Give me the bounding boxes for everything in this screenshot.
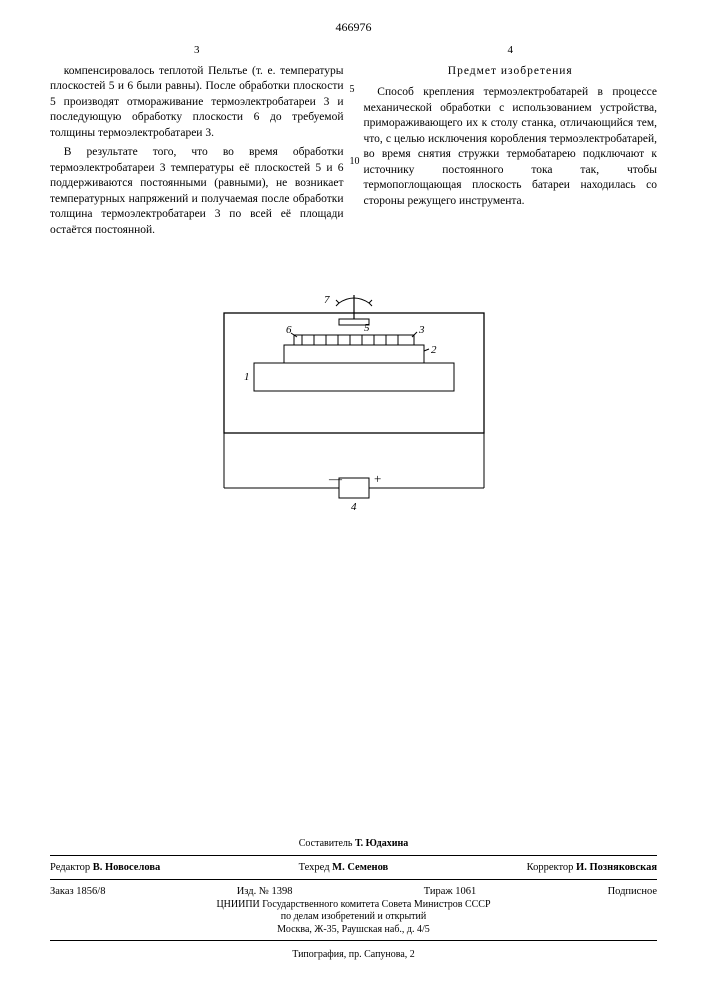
column-left: 3 компенсировалось теплотой Пельтье (т. …: [50, 43, 344, 243]
left-para-2: В результате того, что во время обработк…: [50, 145, 344, 238]
label-7: 7: [324, 294, 330, 306]
col-left-num: 3: [50, 43, 344, 58]
polarity-plus: +: [374, 471, 381, 486]
part-1: [254, 363, 454, 391]
left-para-1: компенсировалось теплотой Пельтье (т. е.…: [50, 64, 344, 142]
label-4: 4: [351, 501, 357, 513]
subject-title: Предмет изобретения: [364, 64, 658, 80]
line-number-marks: 5 10: [350, 43, 360, 168]
schematic-svg: 1 2 3 4 5 6 7 — +: [184, 283, 524, 513]
polarity-minus: —: [328, 471, 343, 486]
label-2: 2: [431, 344, 437, 356]
label-1: 1: [244, 371, 250, 383]
patent-number: 466976: [50, 20, 657, 35]
col-right-num: 4: [364, 43, 658, 58]
line-mark-10: 10: [350, 155, 360, 169]
text-columns: 3 компенсировалось теплотой Пельтье (т. …: [50, 43, 657, 243]
part-4: [339, 478, 369, 498]
address-line: Москва, Ж-35, Раушская наб., д. 4/5: [50, 924, 657, 937]
line-mark-5: 5: [350, 83, 360, 97]
label-5: 5: [364, 322, 370, 334]
column-right: 4 5 10 Предмет изобретения Способ крепле…: [364, 43, 658, 243]
part-2: [284, 345, 424, 363]
right-para: Способ крепления термоэлектробатарей в п…: [364, 85, 658, 209]
credits-row: Редактор В. Новоселова Техред М. Семенов…: [50, 860, 657, 875]
label-3: 3: [418, 324, 425, 336]
org-line-2: по делам изобретений и открытий: [50, 911, 657, 924]
part-3: [294, 335, 414, 345]
label-6: 6: [286, 324, 292, 336]
typography-line: Типография, пр. Сапунова, 2: [50, 949, 657, 960]
org-line-1: ЦНИИПИ Государственного комитета Совета …: [50, 899, 657, 912]
figure: 1 2 3 4 5 6 7 — +: [50, 283, 657, 513]
print-row: Заказ 1856/8 Изд. № 1398 Тираж 1061 Подп…: [50, 884, 657, 899]
compiler-line: Составитель Т. Юдахина: [50, 838, 657, 851]
footer: Составитель Т. Юдахина Редактор В. Новос…: [50, 838, 657, 960]
